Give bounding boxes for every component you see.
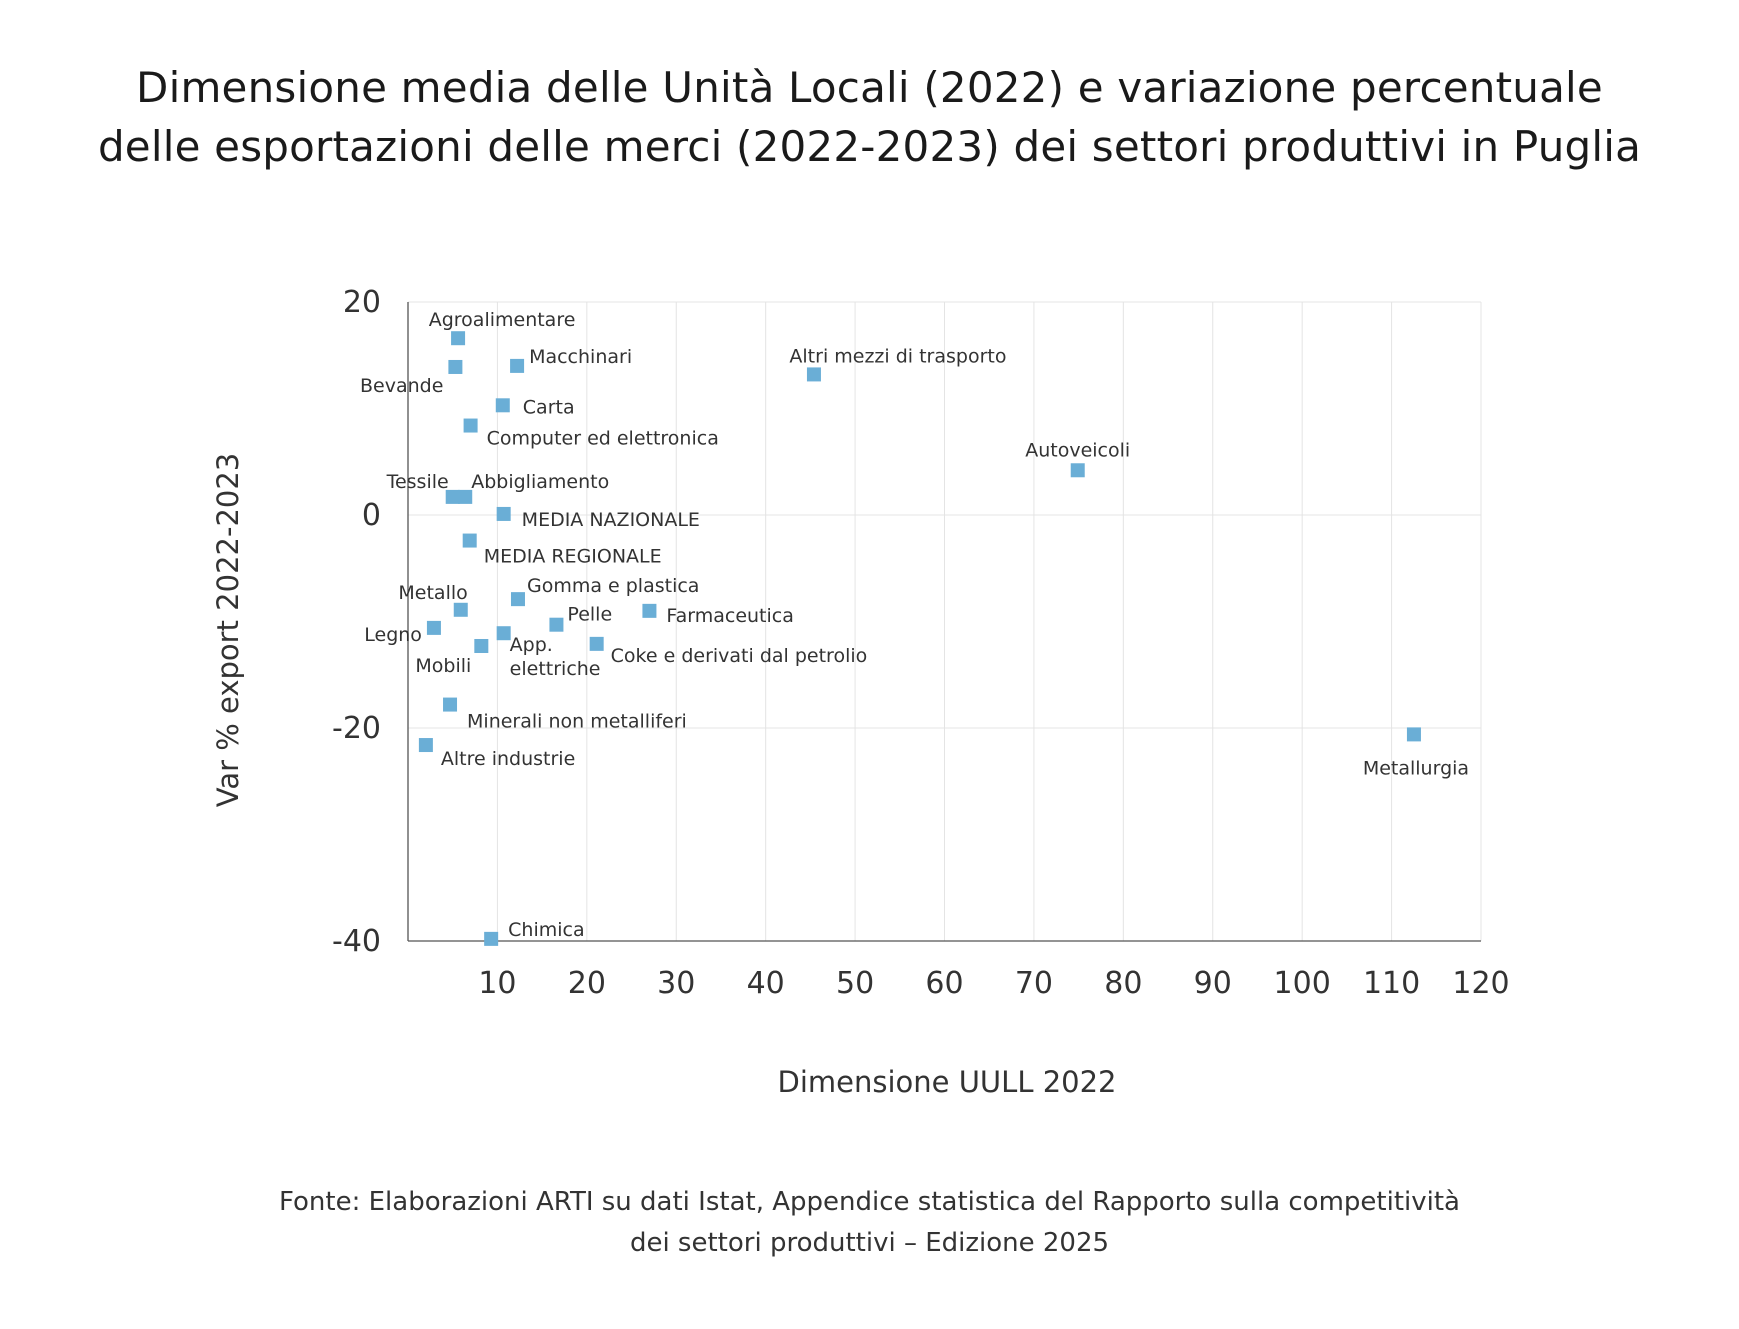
x-tick-label: 60 xyxy=(925,966,963,1001)
data-point-label: Bevande xyxy=(360,375,443,397)
data-points xyxy=(418,331,1421,946)
data-point-label: MEDIA REGIONALE xyxy=(484,546,662,568)
data-point-marker xyxy=(1406,727,1421,742)
data-point-label: Metallurgia xyxy=(1363,757,1469,779)
data-point-marker xyxy=(451,331,466,346)
data-point-marker xyxy=(589,636,604,651)
data-point-marker xyxy=(496,626,511,641)
x-axis-label: Dimensione UULL 2022 xyxy=(778,1065,1117,1099)
source-line-1: Fonte: Elaborazioni ARTI su dati Istat, … xyxy=(279,1187,1460,1217)
data-point-marker xyxy=(510,592,525,607)
data-point-marker xyxy=(453,602,468,617)
x-tick-label: 20 xyxy=(568,966,606,1001)
data-point-label: Metallo xyxy=(398,582,467,604)
data-point-marker xyxy=(642,603,657,618)
data-point-marker xyxy=(510,358,525,373)
data-point-marker xyxy=(806,367,821,382)
data-point-label: Legno xyxy=(364,624,422,646)
chart-title-line-2: delle esportazioni delle merci (2022-202… xyxy=(97,122,1642,171)
data-point-marker xyxy=(484,931,499,946)
data-point-marker xyxy=(474,638,489,653)
x-tick-label: 40 xyxy=(747,966,785,1001)
data-point-label: Abbigliamento xyxy=(471,471,609,493)
data-point-marker xyxy=(1070,463,1085,478)
data-point-label-line: elettriche xyxy=(510,658,601,680)
data-point-label: Minerali non metalliferi xyxy=(467,711,687,733)
data-point-marker xyxy=(426,620,441,635)
x-tick-label: 10 xyxy=(478,966,516,1001)
chart-title-line-1: Dimensione media delle Unità Locali (202… xyxy=(136,63,1603,112)
data-point-marker xyxy=(496,506,511,521)
source-note: Fonte: Elaborazioni ARTI su dati Istat, … xyxy=(0,1182,1739,1264)
data-point-label: Carta xyxy=(523,396,575,418)
data-point-label: Macchinari xyxy=(529,346,632,368)
x-tick-label: 70 xyxy=(1015,966,1053,1001)
x-tick-label: 30 xyxy=(657,966,695,1001)
x-tick-label: 80 xyxy=(1104,966,1142,1001)
y-tick-label: 20 xyxy=(343,285,381,320)
x-tick-label: 90 xyxy=(1194,966,1232,1001)
data-point-marker xyxy=(443,697,458,712)
x-tick-label: 120 xyxy=(1452,966,1509,1001)
data-point-label: Mobili xyxy=(415,655,471,677)
data-point-label: Pelle xyxy=(567,604,612,626)
data-point-marker xyxy=(418,738,433,753)
data-point-label: Agroalimentare xyxy=(429,309,576,331)
data-point-label-line: App. xyxy=(510,634,553,656)
data-point-marker xyxy=(463,418,478,433)
x-tick-label: 50 xyxy=(836,966,874,1001)
data-point-label: Farmaceutica xyxy=(666,605,793,627)
y-tick-label: -20 xyxy=(332,711,381,746)
x-tick-label: 100 xyxy=(1274,966,1331,1001)
data-point-label: Gomma e plastica xyxy=(527,575,699,597)
axes xyxy=(407,302,1481,942)
data-point-label: Computer ed elettronica xyxy=(487,428,719,450)
x-tick-label: 110 xyxy=(1363,966,1420,1001)
y-tick-label: -40 xyxy=(332,924,381,959)
y-tick-label: 0 xyxy=(362,498,381,533)
source-line-2: dei settori produttivi – Edizione 2025 xyxy=(629,1228,1110,1258)
data-point-label: Chimica xyxy=(508,919,584,941)
data-point-marker xyxy=(495,398,510,413)
data-point-marker xyxy=(549,617,564,632)
tick-labels: 10 20 30 40 50 60 70 80 90 100 110 120 20 0 -20 -40 xyxy=(332,285,1510,1001)
data-point-marker xyxy=(458,489,473,504)
data-point-marker xyxy=(448,359,463,374)
data-point-label: Altre industrie xyxy=(441,748,575,770)
point-labels: Agroalimentare Bevande Macchinari Altri mez… xyxy=(360,309,1469,941)
data-point-marker xyxy=(445,489,460,504)
chart-title: Dimensione media delle Unità Locali (202… xyxy=(0,58,1739,176)
data-point-marker xyxy=(462,533,477,548)
y-axis-label: Var % export 2022-2023 xyxy=(211,453,245,808)
data-point-label: Tessile xyxy=(386,471,449,493)
data-point-label: Autoveicoli xyxy=(1025,439,1130,461)
data-point-label: App. elettriche xyxy=(510,634,601,680)
grid-lines xyxy=(408,301,1482,941)
data-point-label: Coke e derivati dal petrolio xyxy=(611,645,868,667)
data-point-label: Altri mezzi di trasporto xyxy=(789,345,1006,367)
data-point-label: MEDIA NAZIONALE xyxy=(522,509,700,531)
